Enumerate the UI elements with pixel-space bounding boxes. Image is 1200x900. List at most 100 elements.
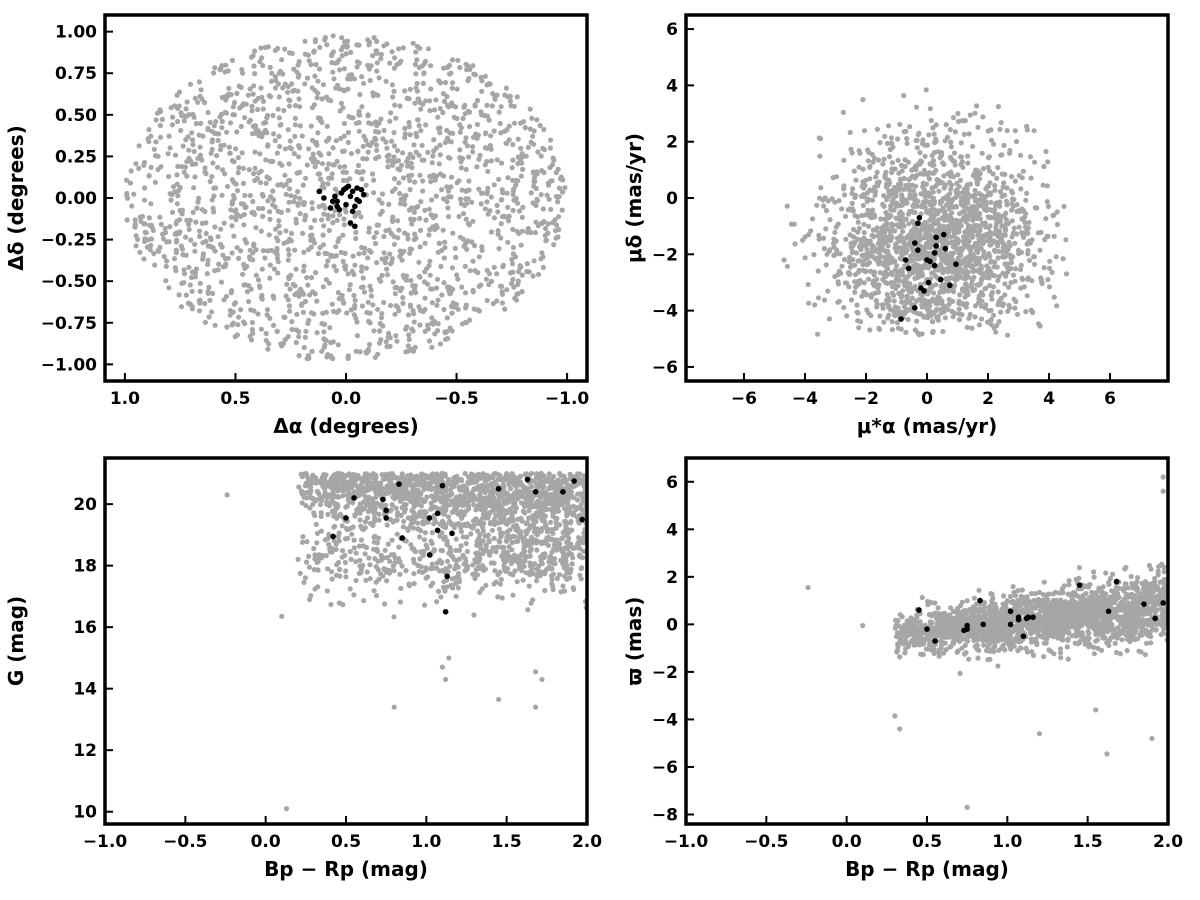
- field-star-point: [332, 186, 338, 192]
- field-star-point: [234, 129, 240, 135]
- field-star-point: [511, 120, 518, 126]
- field-star-point: [324, 123, 330, 129]
- field-star-point: [233, 181, 239, 187]
- field-star-point: [339, 35, 345, 41]
- field-star-point: [984, 184, 991, 190]
- field-star-point: [357, 557, 363, 563]
- field-star-point: [441, 65, 447, 71]
- field-star-point: [148, 242, 154, 249]
- field-star-point: [276, 133, 282, 139]
- field-star-point: [285, 207, 291, 213]
- field-star-point: [387, 60, 393, 66]
- field-star-point: [338, 100, 344, 106]
- field-star-point: [195, 199, 201, 205]
- field-star-point: [412, 344, 418, 350]
- field-star-point: [1051, 212, 1057, 218]
- field-star-point: [159, 116, 165, 123]
- field-star-point: [991, 264, 997, 270]
- field-star-point: [420, 80, 426, 86]
- field-star-point: [929, 318, 936, 325]
- field-star-point: [939, 256, 945, 262]
- field-star-point: [393, 333, 399, 339]
- field-star-point: [259, 191, 265, 197]
- field-star-point: [496, 246, 502, 252]
- field-star-point: [358, 537, 365, 543]
- field-star-point: [361, 250, 367, 256]
- field-star-point: [491, 535, 497, 542]
- field-star-point: [340, 232, 346, 238]
- field-star-point: [187, 282, 193, 288]
- field-star-point: [1018, 262, 1024, 268]
- field-star-point: [238, 84, 244, 90]
- field-star-point: [519, 151, 525, 157]
- field-star-point: [335, 488, 341, 494]
- field-star-point: [398, 585, 404, 591]
- y-tick-label: 0.50: [55, 106, 97, 126]
- field-star-point: [443, 336, 449, 342]
- field-star-point: [455, 57, 461, 63]
- field-star-point: [396, 180, 402, 186]
- field-star-point: [464, 246, 470, 252]
- field-star-point: [839, 206, 845, 212]
- field-star-point: [494, 157, 500, 163]
- field-star-point: [816, 236, 822, 242]
- field-star-point: [174, 172, 180, 178]
- field-star-point: [1004, 261, 1011, 267]
- field-star-point: [333, 244, 339, 250]
- field-star-point: [420, 188, 426, 194]
- field-star-point: [148, 164, 154, 170]
- field-star-point: [221, 142, 227, 148]
- field-star-point: [409, 205, 415, 211]
- field-star-point: [437, 142, 443, 148]
- field-star-point: [910, 247, 916, 253]
- field-star-point: [293, 220, 299, 226]
- field-star-point: [894, 263, 900, 269]
- field-star-point: [555, 199, 561, 205]
- member-star-point: [916, 214, 923, 221]
- field-star-point: [383, 339, 389, 345]
- field-star-point: [291, 151, 297, 157]
- field-star-point: [964, 324, 970, 330]
- field-star-point: [133, 233, 139, 239]
- field-star-point: [184, 173, 190, 179]
- field-star-point: [891, 188, 897, 195]
- field-star-point: [274, 255, 280, 261]
- field-star-point: [965, 231, 971, 237]
- field-star-point: [274, 328, 280, 334]
- y-tick-label: 0.25: [55, 147, 97, 167]
- field-star-point: [991, 141, 997, 147]
- field-star-point: [898, 181, 904, 187]
- field-star-point: [513, 182, 519, 188]
- field-star-point: [391, 143, 397, 149]
- field-star-point: [504, 521, 510, 527]
- field-star-point: [457, 64, 463, 71]
- field-star-point: [996, 299, 1002, 305]
- field-star-point: [905, 159, 912, 165]
- field-star-point: [238, 123, 244, 130]
- field-star-point: [831, 252, 837, 258]
- field-star-point: [280, 183, 286, 189]
- field-star-point: [425, 322, 431, 328]
- field-star-point: [433, 285, 440, 291]
- field-star-point: [956, 311, 962, 317]
- field-star-point: [401, 196, 407, 203]
- field-star-point: [506, 137, 512, 143]
- field-star-point: [323, 309, 329, 315]
- field-star-point: [529, 115, 535, 121]
- field-star-point: [203, 230, 209, 237]
- field-star-point: [490, 301, 496, 307]
- field-star-point: [132, 217, 138, 223]
- panel-sky-positions: 1.0 0.5 0.0 −0.5 −1.0−1.00−0.75−0.50−0.250.0…: [4, 13, 589, 438]
- field-star-point: [953, 229, 960, 235]
- field-star-point: [868, 268, 874, 274]
- field-star-point: [931, 290, 937, 296]
- field-star-point: [328, 353, 334, 359]
- field-star-point: [444, 93, 450, 100]
- field-star-point: [311, 567, 317, 573]
- field-star-point: [975, 124, 981, 130]
- field-star-point: [1042, 237, 1048, 243]
- field-star-point: [339, 297, 346, 303]
- field-star-point: [817, 153, 823, 159]
- field-star-point: [883, 184, 890, 190]
- field-star-point: [169, 209, 176, 215]
